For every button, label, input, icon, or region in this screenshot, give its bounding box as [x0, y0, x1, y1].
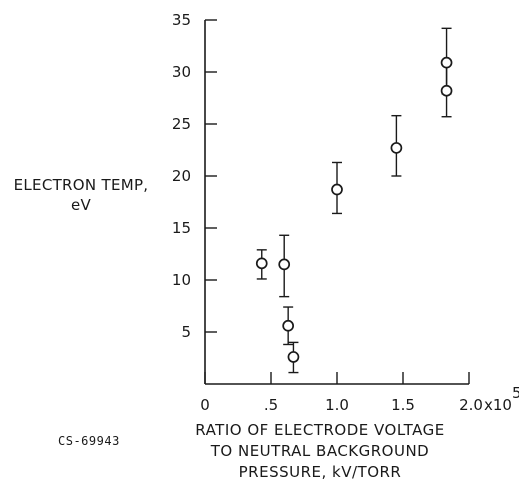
y-tick-label: 30 — [172, 63, 191, 81]
x-tick-label: .5 — [264, 396, 278, 414]
x-axis-label-line3: PRESSURE, kV/TORR — [238, 463, 402, 481]
x-tick-label: 1.5 — [391, 396, 415, 414]
data-point — [287, 351, 300, 363]
x-tick-label: 1.0 — [325, 396, 349, 414]
y-tick-label: 5 — [181, 323, 191, 341]
x-scale-multiplier: x10 — [484, 396, 512, 414]
y-axis-label: ELECTRON TEMP, eV — [6, 175, 156, 215]
x-scale-exponent: 5 — [512, 384, 519, 402]
y-tick-label: 20 — [172, 167, 191, 185]
y-tick-label: 15 — [172, 219, 191, 237]
x-axis-label-line2: TO NEUTRAL BACKGROUND — [210, 442, 430, 460]
x-axis-label: RATIO OF ELECTRODE VOLTAGE TO NEUTRAL BA… — [170, 420, 470, 483]
y-tick-label: 35 — [172, 11, 191, 29]
y-axis-label-line1: ELECTRON TEMP, — [13, 176, 149, 194]
data-point — [278, 258, 291, 271]
data-point — [282, 319, 295, 332]
x-tick-label: 2.0 — [459, 396, 483, 414]
figure-code: CS-69943 — [58, 434, 120, 448]
y-tick-label: 25 — [172, 115, 191, 133]
y-tick-label: 10 — [172, 271, 191, 289]
data-point — [440, 56, 453, 69]
data-point — [255, 257, 268, 270]
x-tick-label: 0 — [200, 396, 210, 414]
x-axis-label-line1: RATIO OF ELECTRODE VOLTAGE — [195, 421, 445, 439]
data-point — [390, 142, 403, 154]
data-point — [331, 183, 343, 196]
y-axis-label-line2: eV — [70, 196, 92, 214]
data-point — [440, 84, 453, 97]
